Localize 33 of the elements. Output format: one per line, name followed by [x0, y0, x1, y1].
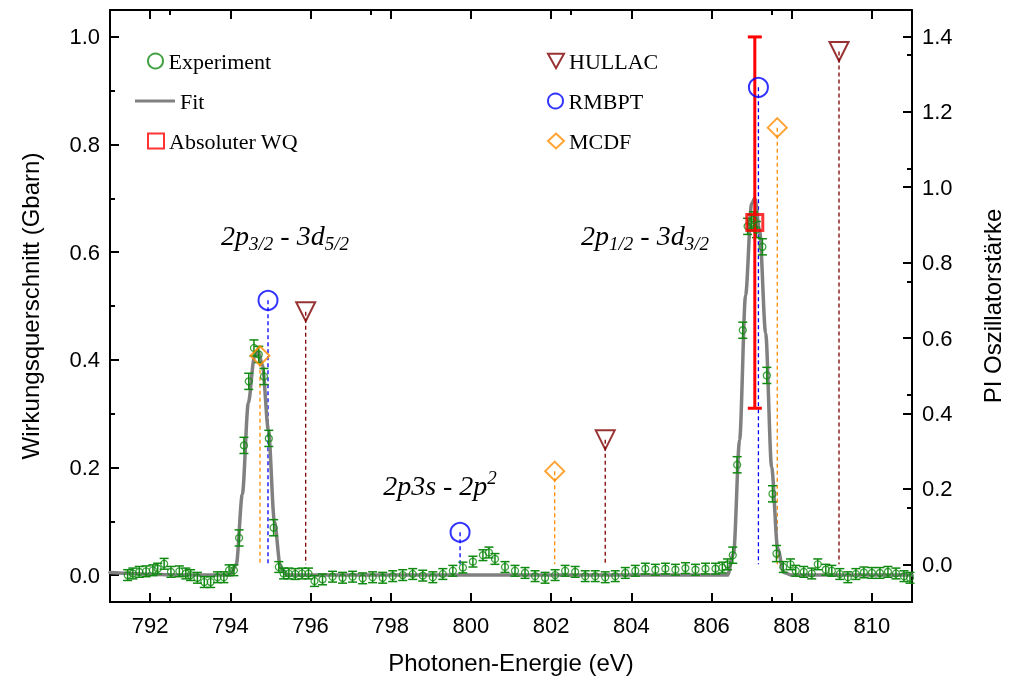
y2-tick-label: 0.2: [922, 476, 953, 502]
x-tick-label: 800: [452, 612, 490, 638]
x-tick-label: 804: [612, 612, 650, 638]
x-tick-label: 798: [372, 612, 410, 638]
y-tick-label: 0.0: [69, 562, 100, 588]
y2-tick-label: 0.0: [922, 551, 953, 577]
y-tick-label: 0.8: [69, 132, 100, 158]
x-tick-label: 792: [131, 612, 169, 638]
legend-label: RMBPT: [568, 88, 644, 114]
y2-tick-label: 0.6: [922, 325, 953, 351]
x-tick-label: 810: [853, 612, 891, 638]
y-tick-label: 0.6: [69, 239, 100, 265]
x-tick-label: 808: [773, 612, 811, 638]
legend-label: Absoluter WQ: [169, 128, 298, 154]
y-tick-label: 0.2: [69, 454, 100, 480]
x-tick-label: 802: [532, 612, 570, 638]
legend-label: HULLAC: [569, 48, 659, 74]
legend-label: Experiment: [168, 48, 272, 74]
y2-tick-label: 1.2: [922, 99, 953, 125]
legend-label: MCDF: [569, 128, 632, 154]
x-tick-label: 806: [693, 612, 730, 638]
legend-label: Fit: [180, 88, 205, 114]
y-axis-title: Wirkungsquerschnitt (Gbarn): [16, 152, 44, 460]
x-tick-label: 796: [292, 612, 329, 638]
x-axis-title: Photonen-Energie (eV): [388, 648, 634, 676]
y2-tick-label: 0.8: [922, 250, 953, 276]
y2-tick-label: 0.4: [922, 400, 953, 426]
x-tick-label: 794: [211, 612, 249, 638]
y-tick-label: 0.4: [69, 347, 100, 373]
y2-tick-label: 1.0: [922, 174, 953, 200]
y2-axis-title: PI Oszillatorstärke: [978, 208, 1006, 404]
y-tick-label: 1.0: [69, 24, 100, 50]
y2-tick-label: 1.4: [922, 23, 953, 49]
